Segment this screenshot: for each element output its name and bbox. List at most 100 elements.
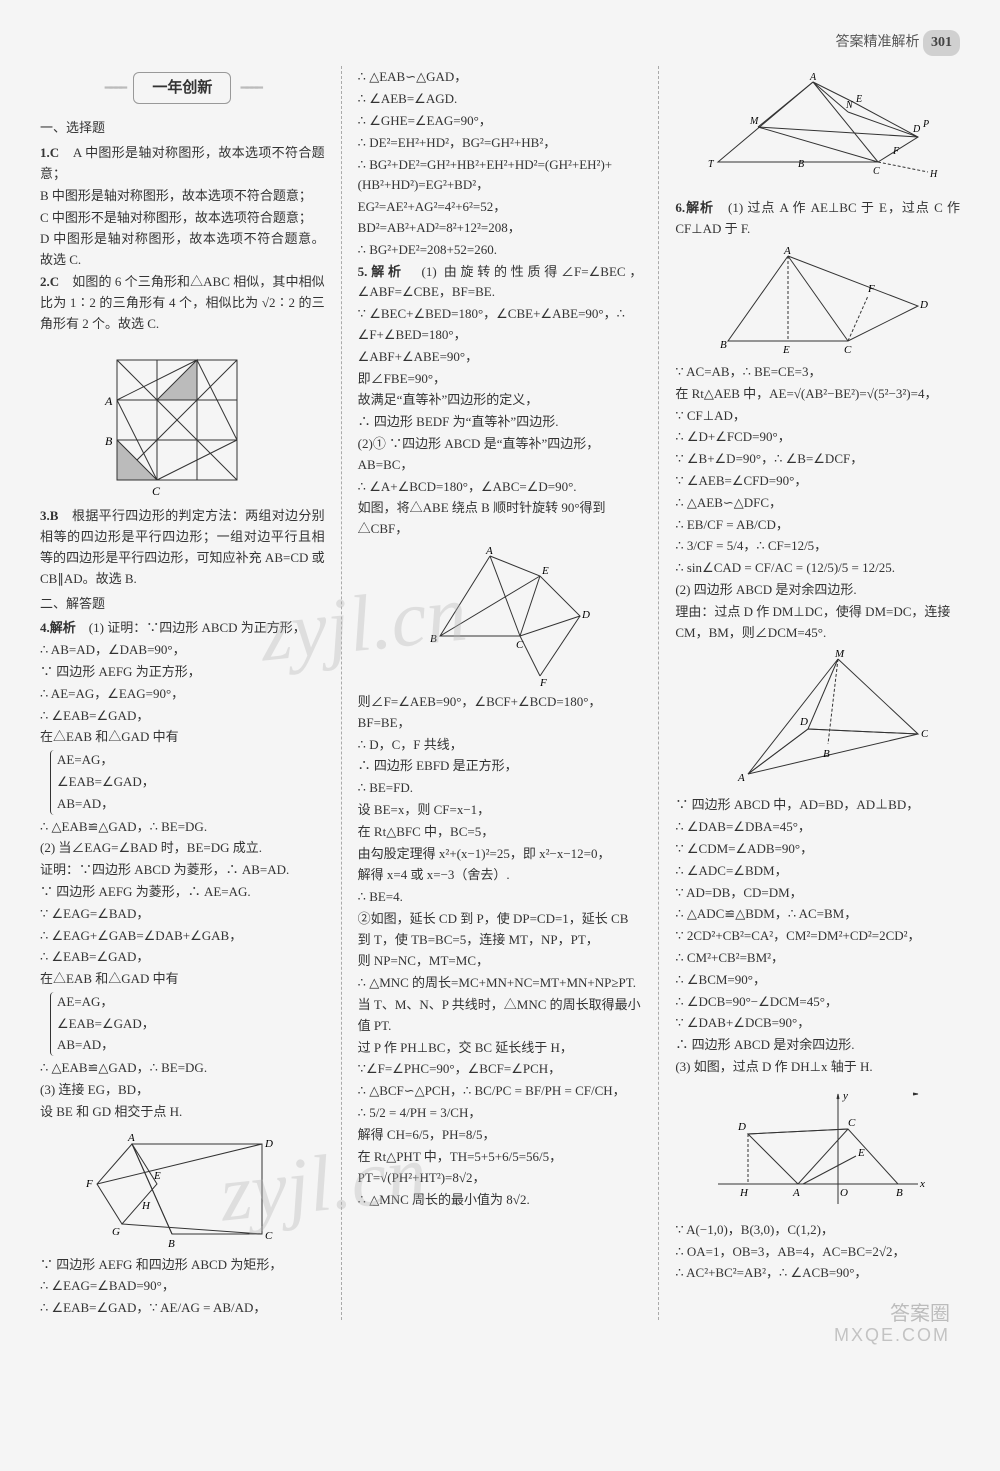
figure-q4: A D B C E F G H bbox=[82, 1129, 282, 1249]
q6-l18: ∴ △ADC≌△BDM，∴ AC=BM， bbox=[675, 904, 960, 925]
column-3: A T M N E B C D P F H 6.解析 (1) 过点 A 作 AE… bbox=[675, 66, 960, 1320]
q4-num: 4.解析 bbox=[40, 620, 76, 635]
q4-br5: ∠EAB=∠GAD， bbox=[57, 1014, 325, 1035]
q5-l4: 故满足“直等补”四边形的定义， bbox=[358, 390, 643, 411]
q6-l10: ∴ sin∠CAD = CF/AC = (12/5)/5 = 12/25. bbox=[675, 558, 960, 579]
q6-l14: ∴ ∠DAB=∠DBA=45°， bbox=[675, 817, 960, 838]
q6: 6.解析 (1) 过点 A 作 AE⊥BC 于 E，过点 C 作 CF⊥AD 于… bbox=[675, 198, 960, 240]
q4-l14: ∴ △EAB≌△GAD，∴ BE=DG. bbox=[40, 1058, 325, 1079]
brace-1: AE=AG， ∠EAB=∠GAD， AB=AD， bbox=[50, 750, 325, 814]
q5-l2: ∠ABF+∠ABE=90°， bbox=[358, 347, 643, 368]
svg-text:x: x bbox=[919, 1178, 925, 1190]
q6-num: 6.解析 bbox=[675, 200, 714, 215]
q5-l20: ∴ △MNC 的周长=MC+MN+NC=MT+MN+NP≥PT. bbox=[358, 973, 643, 994]
svg-text:D: D bbox=[912, 124, 921, 135]
svg-text:A: A bbox=[792, 1187, 800, 1199]
page-header: 答案精准解析 301 bbox=[40, 30, 960, 56]
svg-text:D: D bbox=[264, 1138, 273, 1150]
svg-text:B: B bbox=[896, 1187, 903, 1199]
svg-text:A: A bbox=[737, 772, 745, 784]
q5-l15: 由勾股定理得 x²+(x−1)²=25，即 x²−x−12=0， bbox=[358, 844, 643, 865]
q4-l3: ∴ AE=AG，∠EAG=90°， bbox=[40, 684, 325, 705]
c2-l4: ∴ DE²=EH²+HD²，BG²=GH²+HB²， bbox=[358, 133, 643, 154]
svg-text:D: D bbox=[919, 299, 928, 311]
q5-l5: ∴ 四边形 BEDF 为“直等补”四边形. bbox=[358, 412, 643, 433]
column-2: ∴ △EAB∽△GAD， ∴ ∠AEB=∠AGD. ∴ ∠GHE=∠EAG=90… bbox=[358, 66, 643, 1320]
q6-l2: 在 Rt△AEB 中，AE=√(AB²−BE²)=√(5²−3²)=4， bbox=[675, 384, 960, 405]
svg-text:E: E bbox=[782, 344, 790, 356]
q5-num: 5.解析 bbox=[358, 264, 405, 279]
q4-l19: ∴ ∠EAB=∠GAD，∵ AE/AG = AB/AD， bbox=[40, 1298, 325, 1319]
svg-text:D: D bbox=[581, 609, 590, 621]
svg-text:M: M bbox=[749, 116, 759, 127]
q5-l6: (2)① ∵四边形 ABCD 是“直等补”四边形，AB=BC， bbox=[358, 434, 643, 476]
q6-l24: ∴ 四边形 ABCD 是对余四边形. bbox=[675, 1035, 960, 1056]
q1-num: 1.C bbox=[40, 145, 59, 160]
q6-l7: ∴ △AEB∽△DFC， bbox=[675, 493, 960, 514]
q4: 4.解析 (1) 证明：∵四边形 ABCD 为正方形， bbox=[40, 618, 325, 639]
q5-l19: 则 NP=NC，MT=MC， bbox=[358, 951, 643, 972]
q6-l15: ∵ ∠CDM=∠ADB=90°， bbox=[675, 839, 960, 860]
svg-text:A: A bbox=[485, 546, 493, 557]
subheading-solve: 二、解答题 bbox=[40, 594, 325, 615]
q6-l1: ∵ AC=AB，∴ BE=CE=3， bbox=[675, 362, 960, 383]
q5: 5.解析 (1) 由旋转的性质得∠F=∠BEC，∠ABF=∠CBE，BF=BE. bbox=[358, 262, 643, 304]
q4-br4: AE=AG， bbox=[57, 992, 325, 1013]
q5-l26: 解得 CH=6/5，PH=8/5， bbox=[358, 1125, 643, 1146]
c2-l1: ∴ △EAB∽△GAD， bbox=[358, 67, 643, 88]
svg-text:C: C bbox=[873, 166, 880, 177]
q4-br3: AB=AD， bbox=[57, 794, 325, 815]
q4-br1: AE=AG， bbox=[57, 750, 325, 771]
q6-p1: (1) 过点 A 作 AE⊥BC 于 E，过点 C 作 CF⊥AD 于 F. bbox=[675, 200, 960, 236]
svg-text:F: F bbox=[867, 283, 875, 295]
svg-text:A: A bbox=[809, 72, 817, 83]
divider-2 bbox=[658, 66, 659, 1320]
q5-l9: 则∠F=∠AEB=90°，∠BCF+∠BCD=180°，BF=BE， bbox=[358, 692, 643, 734]
q6-l8: ∴ EB/CF = AB/CD， bbox=[675, 515, 960, 536]
svg-text:H: H bbox=[141, 1200, 151, 1212]
svg-text:F: F bbox=[539, 677, 547, 686]
svg-text:N: N bbox=[845, 100, 854, 111]
q2-num: 2.C bbox=[40, 274, 59, 289]
q5-l16: 解得 x=4 或 x=−3（舍去）. bbox=[358, 865, 643, 886]
c2-l3: ∴ ∠GHE=∠EAG=90°， bbox=[358, 111, 643, 132]
q4-l18: ∴ ∠EAG=∠BAD=90°， bbox=[40, 1276, 325, 1297]
q5-l11: ∴ 四边形 EBFD 是正方形， bbox=[358, 756, 643, 777]
q4-l17: ∵ 四边形 AEFG 和四边形 ABCD 为矩形， bbox=[40, 1255, 325, 1276]
q6-l12: 理由：过点 D 作 DM⊥DC，使得 DM=DC，连接 CM，BM，则∠DCM=… bbox=[675, 602, 960, 644]
svg-text:G: G bbox=[112, 1226, 120, 1238]
q5-l8: 如图，将△ABE 绕点 B 顺时针旋转 90°得到△CBF， bbox=[358, 498, 643, 540]
q2: 2.C 如图的 6 个三角形和△ABC 相似，其中相似比为 1∶2 的三角形有 … bbox=[40, 272, 325, 334]
svg-text:B: B bbox=[798, 159, 804, 170]
q5-l1: ∵ ∠BEC+∠BED=180°，∠CBE+∠ABE=90°，∴ ∠F+∠BED… bbox=[358, 304, 643, 346]
header-label: 答案精准解析 bbox=[836, 35, 920, 50]
svg-text:E: E bbox=[541, 565, 549, 577]
svg-text:O: O bbox=[840, 1187, 848, 1199]
q1-b: B 中图形是轴对称图形，故本选项不符合题意； bbox=[40, 186, 325, 207]
q6-l9: ∴ 3/CF = 5/4，∴ CF=12/5， bbox=[675, 536, 960, 557]
svg-text:C: C bbox=[844, 344, 852, 356]
q2-text: 如图的 6 个三角形和△ABC 相似，其中相似比为 1∶2 的三角形有 4 个，… bbox=[40, 274, 325, 331]
q1-a: A 中图形是轴对称图形，故本选项不符合题意； bbox=[40, 145, 325, 181]
svg-text:B: B bbox=[823, 748, 830, 760]
q1-c: C 中图形不是轴对称图形，故本选项符合题意； bbox=[40, 208, 325, 229]
q6-l19: ∵ 2CD²+CB²=CA²，CM²=DM²+CD²=2CD²， bbox=[675, 926, 960, 947]
q5-l7: ∴ ∠A+∠BCD=180°，∠ABC=∠D=90°. bbox=[358, 477, 643, 498]
svg-text:E: E bbox=[857, 1147, 865, 1159]
q4-l10: ∵ ∠EAG=∠BAD， bbox=[40, 904, 325, 925]
watermark-bottom-2: MXQE.COM bbox=[834, 1321, 950, 1350]
svg-text:B: B bbox=[168, 1238, 175, 1249]
svg-text:P: P bbox=[922, 119, 929, 130]
q5-l12: ∴ BE=FD. bbox=[358, 778, 643, 799]
column-1: 一年创新 一、选择题 1.C A 中图形是轴对称图形，故本选项不符合题意； B … bbox=[40, 66, 325, 1320]
svg-text:y: y bbox=[842, 1090, 848, 1102]
svg-text:E: E bbox=[855, 94, 862, 105]
section-title: 一年创新 bbox=[133, 72, 231, 104]
svg-text:D: D bbox=[799, 716, 808, 728]
q6-l13: ∵ 四边形 ABCD 中，AD=BD，AD⊥BD， bbox=[675, 795, 960, 816]
svg-text:A: A bbox=[104, 394, 113, 408]
q4-l15: (3) 连接 EG，BD， bbox=[40, 1080, 325, 1101]
figure-q6a: A B E C D F bbox=[708, 246, 928, 356]
c2-l5: ∴ BG²+DE²=GH²+HB²+EH²+HD²=(GH²+EH²)+(HB²… bbox=[358, 155, 643, 197]
figure-q5b: A T M N E B C D P F H bbox=[698, 72, 938, 192]
